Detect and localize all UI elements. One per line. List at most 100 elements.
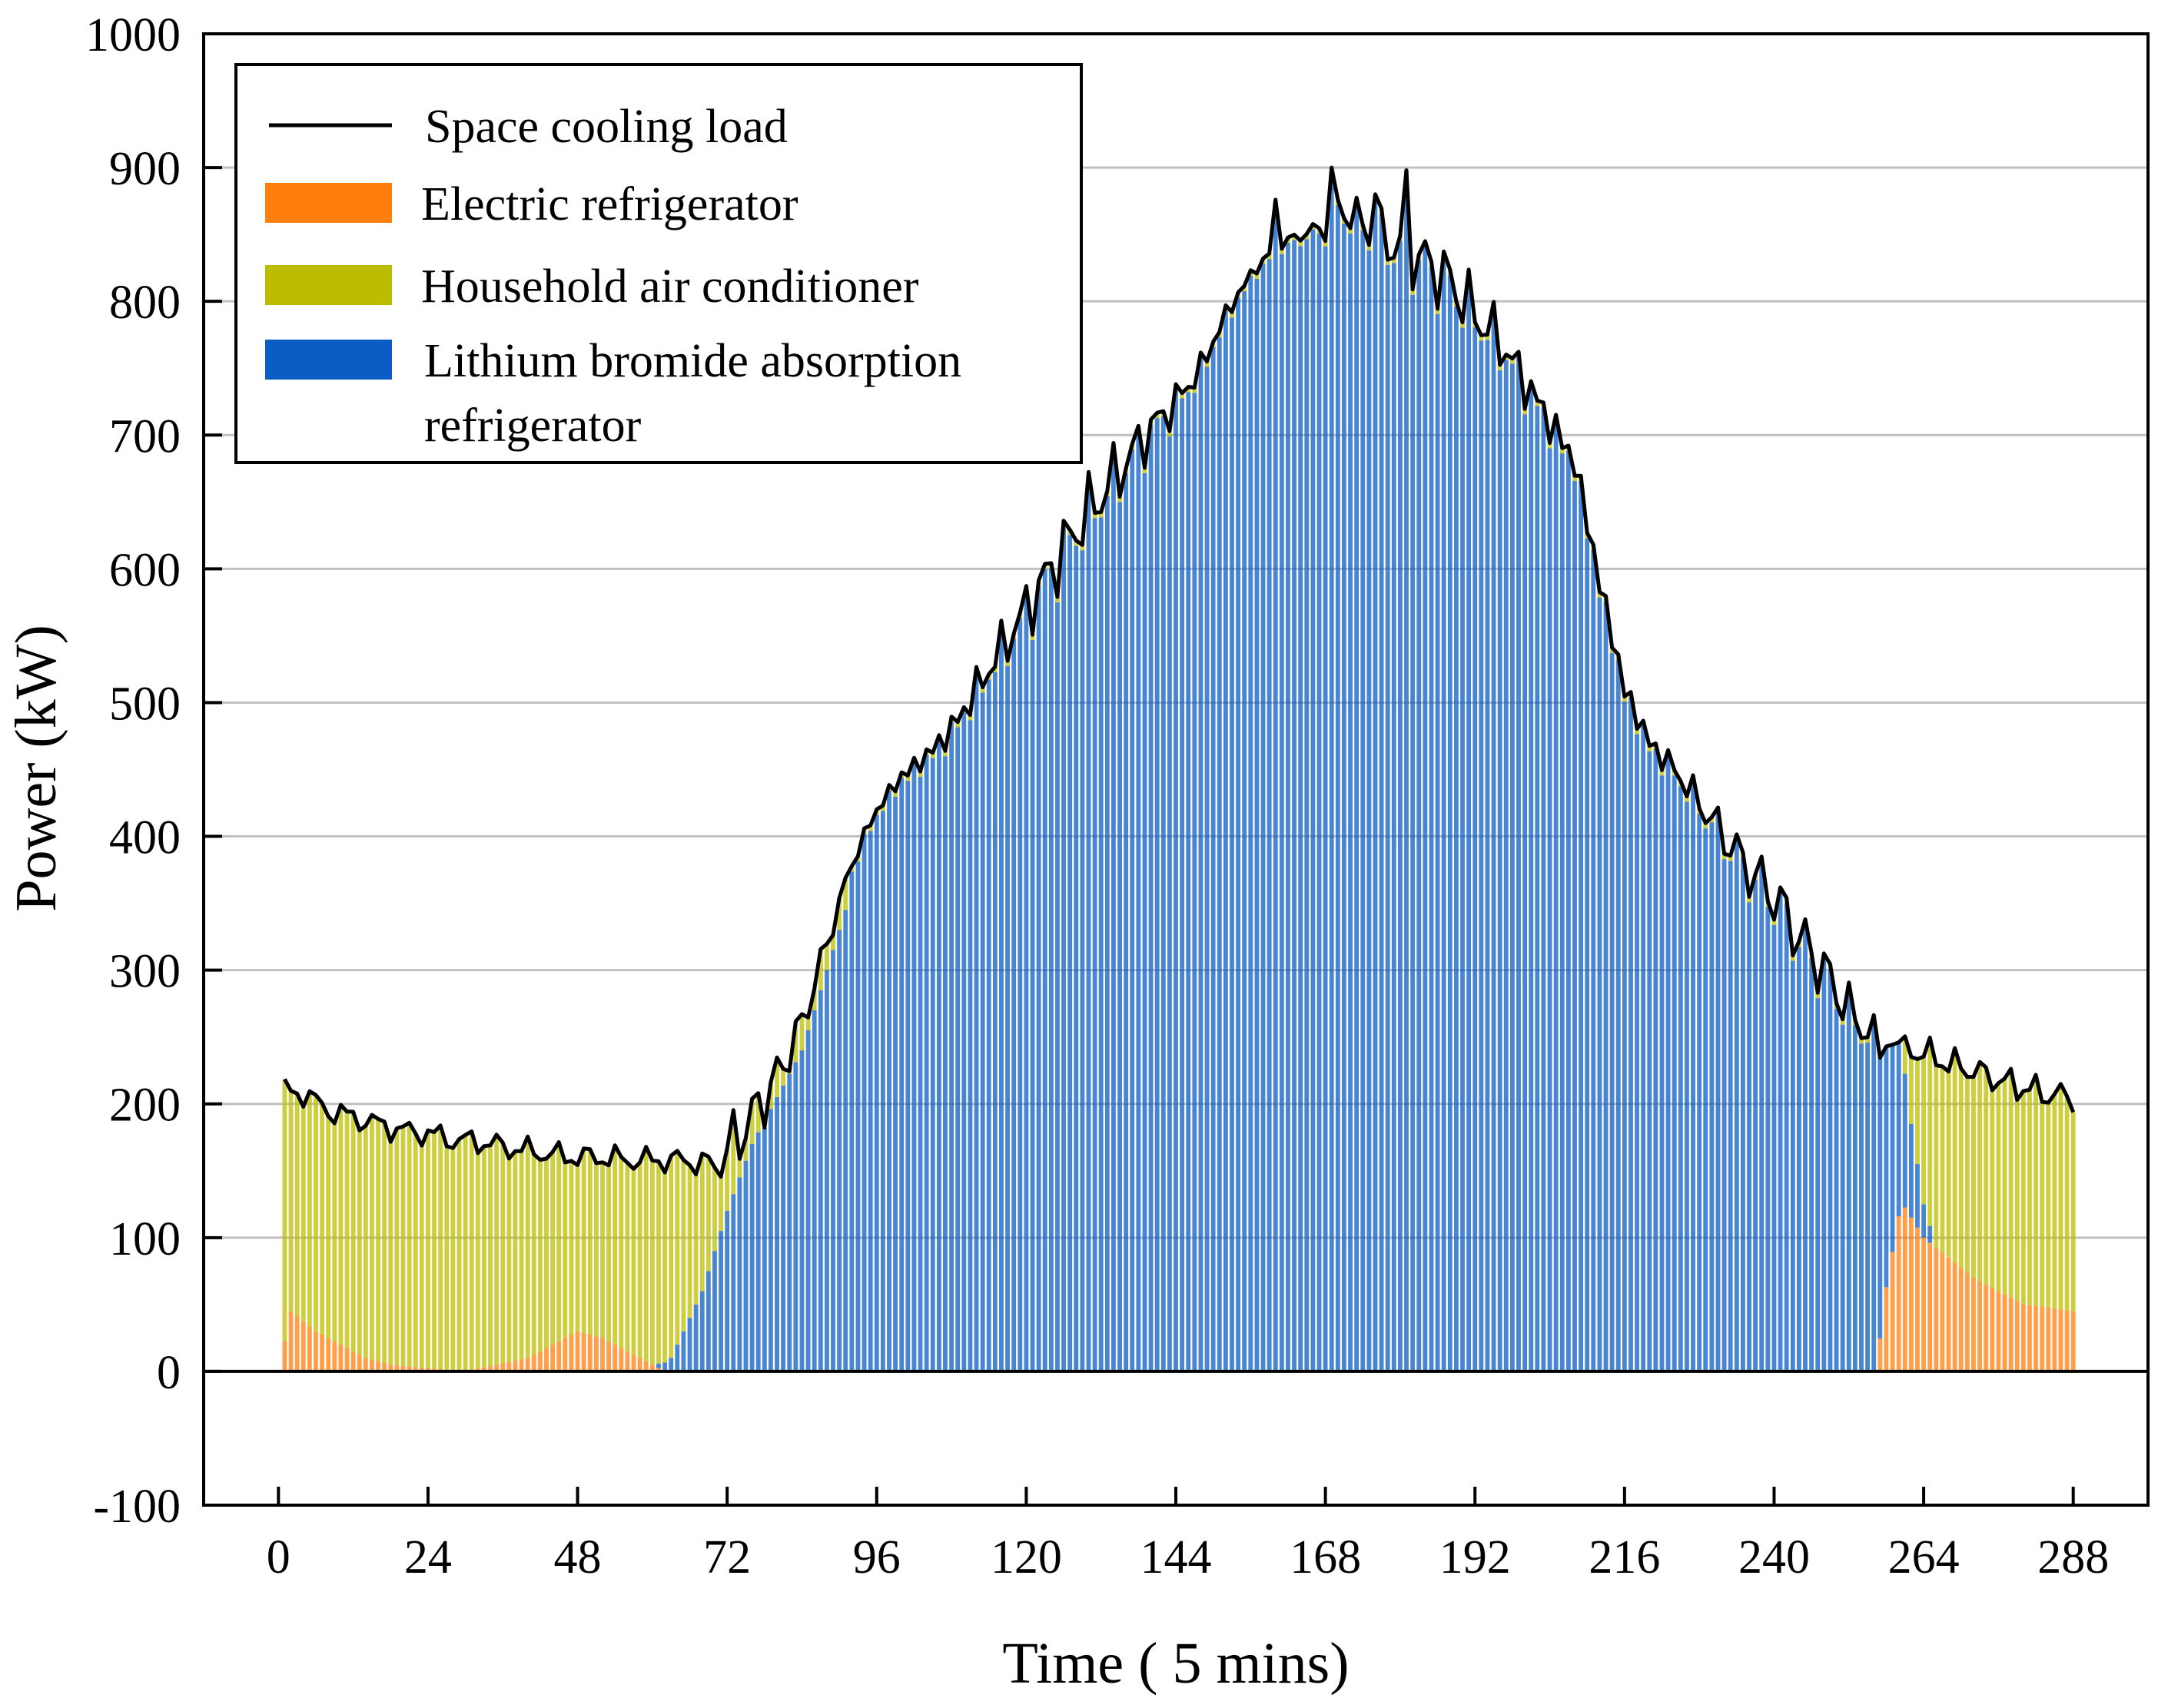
bar-lithium xyxy=(1715,812,1721,1371)
bar-lithium xyxy=(818,990,823,1371)
bar-household xyxy=(1709,817,1715,823)
bar-lithium xyxy=(1865,1042,1871,1371)
bar-lithium xyxy=(1672,775,1677,1371)
bar-lithium xyxy=(1585,538,1590,1371)
bar-household xyxy=(2027,1089,2032,1305)
bar-lithium xyxy=(675,1345,680,1371)
bar-household xyxy=(388,1142,393,1365)
bar-household xyxy=(2046,1103,2051,1308)
bar-household xyxy=(320,1103,324,1335)
bar-household xyxy=(307,1091,312,1327)
bar-household xyxy=(1535,400,1540,406)
bar-household xyxy=(288,1090,294,1312)
bar-household xyxy=(1728,855,1733,861)
bar-household xyxy=(1030,635,1035,641)
bar-lithium xyxy=(1111,448,1116,1371)
bar-lithium xyxy=(887,790,891,1371)
bar-lithium xyxy=(1503,360,1509,1371)
bar-lithium xyxy=(1609,652,1615,1371)
bar-household xyxy=(370,1114,374,1360)
bar-household xyxy=(1460,322,1465,328)
bar-lithium xyxy=(1061,526,1066,1371)
x-tick-label: 24 xyxy=(404,1531,452,1584)
bar-electric xyxy=(1990,1288,1995,1371)
bar-household xyxy=(1497,364,1502,370)
bar-household xyxy=(1142,467,1147,473)
bar-lithium xyxy=(1174,389,1178,1371)
bar-electric xyxy=(1890,1252,1895,1371)
bar-lithium xyxy=(992,672,998,1371)
bar-household xyxy=(693,1174,699,1305)
bar-electric xyxy=(637,1358,642,1371)
bar-electric xyxy=(1934,1247,1939,1371)
bar-lithium xyxy=(699,1291,705,1371)
bar-lithium xyxy=(799,1050,805,1371)
bar-household xyxy=(1055,596,1060,602)
bar-lithium xyxy=(1391,263,1396,1371)
bar-household xyxy=(1908,1056,1914,1124)
bar-lithium xyxy=(1441,257,1446,1371)
bar-electric xyxy=(2052,1308,2057,1371)
bar-household xyxy=(799,1013,805,1051)
bar-household xyxy=(2070,1112,2076,1312)
bar-household xyxy=(1547,443,1552,449)
bar-household xyxy=(1298,240,1303,247)
bar-lithium xyxy=(1254,279,1260,1371)
y-tick-label: 0 xyxy=(157,1347,181,1399)
bar-electric xyxy=(500,1363,506,1371)
bar-lithium xyxy=(1541,407,1546,1371)
bar-lithium xyxy=(1354,203,1360,1371)
bar-household xyxy=(506,1158,512,1362)
bar-household xyxy=(426,1130,430,1368)
bar-household xyxy=(1996,1083,2001,1292)
bar-lithium xyxy=(1565,450,1571,1371)
bar-electric xyxy=(2058,1308,2063,1371)
bar-electric xyxy=(1896,1216,1901,1371)
bar-household xyxy=(606,1165,611,1342)
bar-lithium xyxy=(775,1097,779,1371)
series-line-space-cooling-load xyxy=(283,165,2076,1179)
bar-lithium xyxy=(1603,601,1609,1371)
bar-lithium xyxy=(731,1194,736,1371)
y-tick-label: 300 xyxy=(109,946,181,998)
bar-household xyxy=(631,1169,636,1355)
bar-lithium xyxy=(1485,340,1490,1371)
bar-household xyxy=(363,1126,368,1358)
bar-household xyxy=(775,1057,779,1098)
bar-electric xyxy=(1921,1237,1926,1371)
bar-electric xyxy=(544,1348,549,1371)
bar-electric xyxy=(1940,1252,1945,1371)
bar-lithium xyxy=(1435,313,1440,1371)
bar-household xyxy=(918,771,923,778)
bar-electric xyxy=(363,1358,368,1371)
bar-household xyxy=(1940,1066,1945,1253)
bar-household xyxy=(843,877,848,910)
bar-lithium xyxy=(1385,264,1390,1371)
bar-household xyxy=(1597,592,1602,598)
bar-electric xyxy=(2040,1306,2045,1371)
bar-lithium xyxy=(1721,859,1727,1371)
bar-household xyxy=(2020,1091,2026,1305)
bar-lithium xyxy=(1180,398,1185,1371)
bar-lithium xyxy=(1509,363,1515,1371)
bar-electric xyxy=(320,1335,324,1371)
bar-lithium xyxy=(949,721,954,1371)
bar-household xyxy=(1348,228,1353,234)
x-tick-label: 288 xyxy=(2037,1531,2109,1584)
bar-household xyxy=(1509,358,1515,364)
bar-household xyxy=(1971,1076,1976,1279)
bar-electric xyxy=(344,1348,350,1371)
bar-electric xyxy=(419,1367,424,1371)
bar-household xyxy=(432,1132,437,1369)
bar-lithium xyxy=(805,1030,811,1371)
bar-household xyxy=(1391,257,1396,264)
bar-lithium xyxy=(1809,957,1814,1371)
bar-electric xyxy=(1877,1338,1883,1371)
bar-electric xyxy=(643,1361,649,1371)
x-axis-title: Time ( 5 mins) xyxy=(1002,1631,1349,1696)
bar-household xyxy=(1771,920,1777,925)
bar-household xyxy=(793,1021,798,1063)
legend: Space cooling load Electric refrigerator… xyxy=(234,63,1083,464)
bar-household xyxy=(2040,1102,2045,1307)
bar-lithium xyxy=(1248,275,1253,1371)
